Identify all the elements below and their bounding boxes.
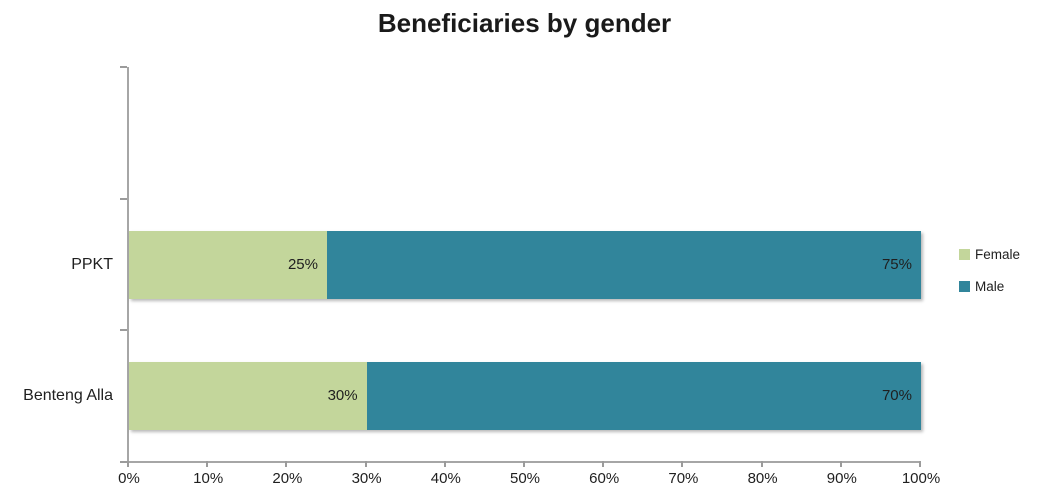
y-axis-tick [120, 329, 127, 332]
x-axis-tick [127, 461, 129, 467]
x-axis-tick-label: 20% [272, 470, 303, 487]
x-axis-tick [839, 461, 842, 467]
bar-segment-benteng-alla-male: 70% [366, 362, 921, 431]
legend-label-male: Male [975, 279, 1005, 294]
x-axis-tick-label: 30% [351, 470, 382, 487]
legend-entry-male: Male [959, 279, 1020, 294]
y-axis-tick [120, 461, 127, 463]
x-axis-tick [206, 461, 209, 467]
x-axis-tick [681, 461, 684, 467]
x-axis-tick [523, 461, 525, 467]
x-axis-tick [364, 461, 367, 467]
legend-swatch-female [959, 249, 970, 260]
data-label: 70% [881, 387, 912, 405]
x-axis-tick [919, 461, 921, 467]
legend-swatch-male [959, 281, 970, 292]
x-axis-tick-label: 10% [193, 470, 224, 487]
x-axis-tick [602, 461, 605, 467]
data-label: 75% [881, 255, 912, 273]
x-axis-tick [760, 461, 763, 467]
x-axis-tick-label: 50% [509, 470, 541, 487]
x-axis-line [121, 461, 921, 463]
category-label-benteng-alla: Benteng Alla [23, 387, 113, 405]
y-axis-tick [120, 197, 127, 200]
legend-entry-female: Female [959, 247, 1020, 262]
legend: Female Male [959, 247, 1020, 311]
x-axis-tick-label: 100% [901, 470, 941, 487]
x-axis-tick-label: 70% [668, 470, 699, 487]
x-axis-tick [443, 461, 446, 467]
data-label: 30% [327, 387, 358, 405]
legend-label-female: Female [975, 247, 1021, 262]
x-axis-tick-label: 90% [826, 470, 857, 487]
bar-segment-ppkt-male: 75% [327, 230, 921, 299]
x-axis-tick-label: 40% [430, 470, 461, 487]
y-axis-line [127, 67, 129, 464]
bar-segment-benteng-alla-female: 30% [129, 362, 367, 431]
y-axis-tick [120, 66, 127, 68]
bar-segment-ppkt-female: 25% [129, 230, 327, 299]
chart-title: Beneficiaries by gender [377, 8, 672, 38]
x-axis-tick-label: 60% [589, 470, 620, 487]
x-axis-tick-label: 0% [118, 470, 140, 487]
data-label: 25% [287, 255, 318, 273]
x-axis-tick [285, 461, 288, 467]
bar-row-ppkt: 25% 75% [129, 230, 921, 299]
bar-row-benteng-alla: 30% 70% [129, 362, 921, 431]
category-label-ppkt: PPKT [71, 255, 113, 273]
x-axis-tick-label: 80% [747, 470, 778, 487]
